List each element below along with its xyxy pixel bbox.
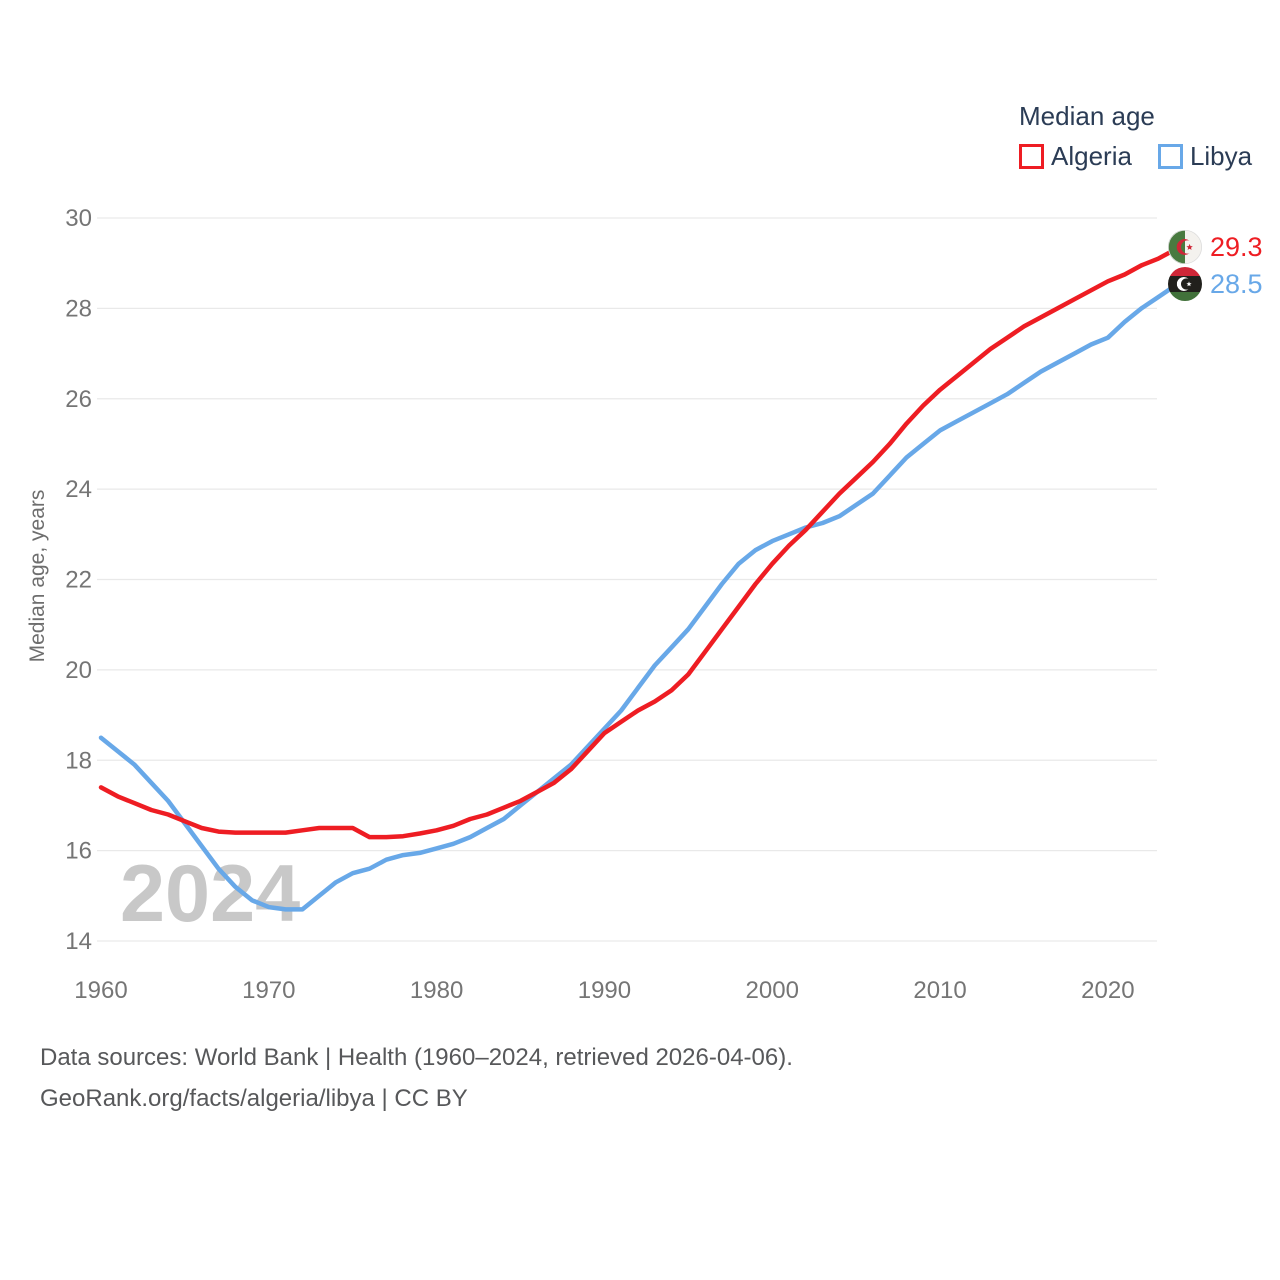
y-tick-label: 14 bbox=[65, 928, 92, 955]
y-tick-label: 26 bbox=[65, 386, 92, 413]
legend-title: Median age bbox=[1019, 101, 1155, 131]
algeria-end-value: 29.3 bbox=[1210, 231, 1263, 262]
data-sources-line: Data sources: World Bank | Health (1960–… bbox=[40, 1044, 793, 1071]
series-lines bbox=[98, 247, 1178, 912]
algeria-flag-icon bbox=[1167, 229, 1203, 265]
legend-item-algeria[interactable]: Algeria bbox=[1019, 141, 1132, 172]
x-tick-label: 2000 bbox=[746, 977, 799, 1004]
gridlines bbox=[97, 217, 1157, 942]
series-line-algeria[interactable] bbox=[98, 247, 1178, 840]
x-tick-label: 1970 bbox=[242, 977, 295, 1004]
x-tick-label: 1960 bbox=[74, 977, 127, 1004]
tick-labels: 14 16 18 20 22 24 26 28 30 1960 1970 1980 1990 2000 20… bbox=[65, 205, 1134, 1004]
y-tick-label: 20 bbox=[65, 657, 92, 684]
algeria-swatch-icon bbox=[1019, 144, 1044, 169]
end-label-libya: 28.5 bbox=[1167, 266, 1263, 302]
x-tick-label: 2020 bbox=[1081, 977, 1134, 1004]
x-tick-label: 1990 bbox=[578, 977, 631, 1004]
libya-flag-icon bbox=[1168, 267, 1202, 301]
attribution-line: GeoRank.org/facts/algeria/libya | CC BY bbox=[40, 1085, 468, 1112]
legend: Median age Algeria Libya bbox=[1019, 101, 1252, 172]
x-tick-label: 1980 bbox=[410, 977, 463, 1004]
y-tick-label: 28 bbox=[65, 295, 92, 322]
libya-swatch-icon bbox=[1157, 144, 1183, 169]
y-axis-title: Median age, years bbox=[26, 490, 49, 663]
libya-end-value: 28.5 bbox=[1210, 268, 1263, 299]
y-tick-label: 24 bbox=[65, 476, 92, 503]
footer: Data sources: World Bank | Health (1960–… bbox=[40, 1044, 793, 1126]
end-label-algeria: 29.3 bbox=[1167, 229, 1263, 265]
legend-item-libya[interactable]: Libya bbox=[1157, 141, 1253, 172]
y-tick-label: 30 bbox=[65, 205, 92, 232]
legend-label-libya: Libya bbox=[1189, 141, 1253, 171]
y-tick-label: 18 bbox=[65, 747, 92, 774]
legend-items: Algeria Libya bbox=[1019, 141, 1252, 172]
series-line-libya[interactable] bbox=[98, 283, 1178, 912]
y-tick-label: 22 bbox=[65, 567, 92, 594]
watermark: 2024 bbox=[120, 849, 300, 939]
x-tick-label: 2010 bbox=[913, 977, 966, 1004]
legend-label-algeria: Algeria bbox=[1051, 141, 1132, 171]
y-tick-label: 16 bbox=[65, 838, 92, 865]
